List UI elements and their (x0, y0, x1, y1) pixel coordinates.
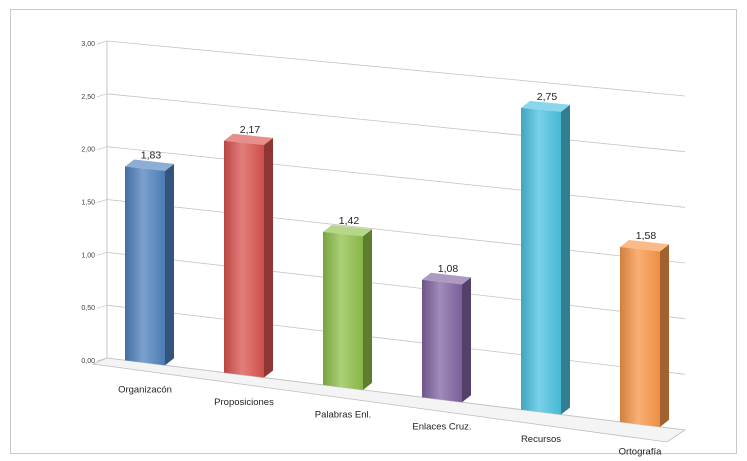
gridline-side (96, 146, 108, 151)
bar (422, 279, 462, 403)
y-tick-label: 2,00 (81, 147, 95, 154)
gridline-side (96, 199, 108, 203)
x-tick-label: Organizacón (118, 385, 172, 396)
data-label: 2,75 (537, 91, 558, 103)
y-tick-label: 1,50 (81, 200, 95, 207)
data-label: 1,08 (438, 263, 459, 275)
data-label: 1,83 (141, 150, 162, 162)
x-tick-label: Ortografía (619, 446, 662, 457)
gridline-side (96, 304, 108, 309)
gridlines (96, 40, 686, 431)
bar (521, 107, 561, 415)
gridline (106, 40, 686, 97)
bars: 1,83 2,17 1,42 1,08 2,75 1,58 (125, 91, 669, 427)
gridline (106, 357, 686, 431)
y-tick-label: 2,50 (81, 94, 95, 101)
bar-top (125, 159, 174, 171)
x-axis-ticks: Organizacón Proposiciones Palabras Enl. Enl… (118, 385, 662, 458)
y-axis-ticks: 0,00 0,50 1,00 1,50 2,00 2,50 3,00 (81, 41, 95, 365)
gridline-side (96, 251, 108, 256)
data-label: 1,58 (636, 230, 657, 242)
gridline-side (96, 357, 108, 362)
y-tick-label: 0,50 (81, 305, 95, 312)
x-tick-label: Recursos (521, 434, 561, 445)
gridline (106, 304, 686, 375)
bar (125, 166, 165, 366)
bar-side (363, 229, 372, 390)
x-tick-label: Palabras Enl. (315, 409, 372, 420)
bar-top (620, 240, 669, 252)
bar (323, 231, 363, 390)
bar-side (660, 244, 669, 427)
bar-top (422, 272, 471, 285)
bar-side (165, 163, 174, 366)
chart-floor (91, 357, 687, 443)
bar-side (264, 137, 273, 378)
bar-top (224, 133, 273, 145)
gridline-side (96, 40, 108, 45)
x-tick-label: Enlaces Cruz. (412, 422, 471, 433)
y-tick-label: 0,00 (81, 358, 95, 365)
y-tick-label: 1,00 (81, 252, 95, 259)
bar (224, 140, 264, 378)
bar-top (323, 224, 372, 237)
gridline (106, 146, 686, 208)
y-tick-label: 3,00 (81, 41, 95, 48)
data-label: 1,42 (339, 215, 360, 227)
bar (620, 247, 660, 427)
x-tick-label: Proposiciones (214, 397, 274, 408)
gridline (106, 199, 686, 264)
gridline (106, 93, 686, 153)
bar-top (521, 100, 570, 112)
gridline-side (96, 93, 108, 98)
data-label: 2,17 (240, 124, 261, 136)
bar-side (462, 277, 471, 403)
gridline (106, 251, 686, 320)
bar-side (561, 104, 570, 415)
